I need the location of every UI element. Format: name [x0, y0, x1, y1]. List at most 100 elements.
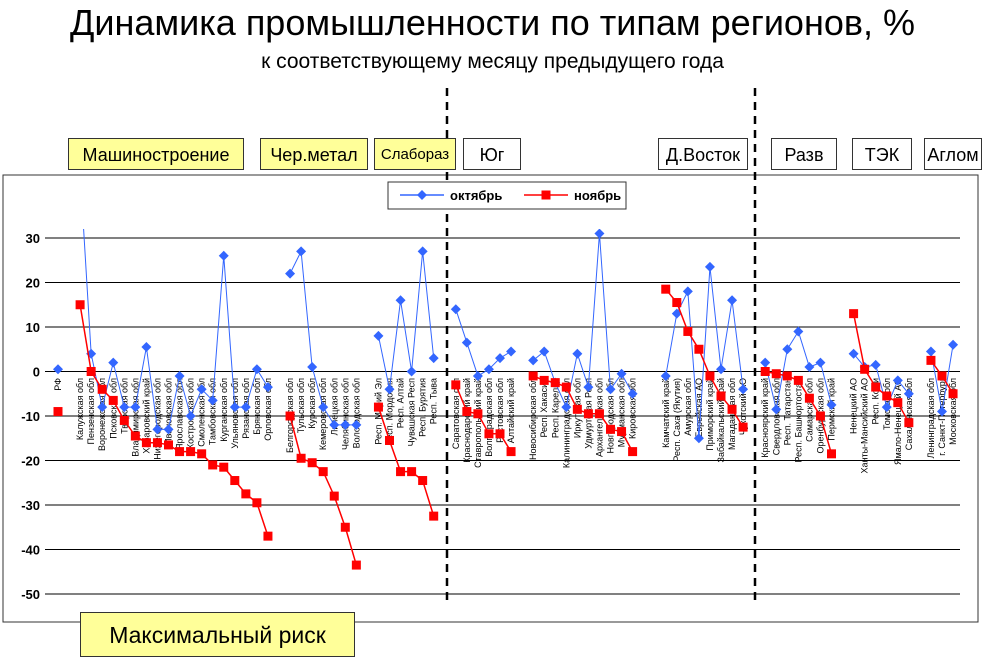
x-tick-label: Хабаровский край — [141, 378, 151, 454]
x-tick-label: Приморский край — [705, 378, 715, 451]
point — [826, 399, 837, 410]
point — [849, 309, 859, 319]
point — [484, 429, 494, 439]
x-tick-label: Саратовская обл — [451, 378, 461, 449]
point — [550, 378, 560, 388]
point — [804, 362, 815, 373]
y-tick-label: 10 — [26, 320, 40, 335]
point — [230, 476, 240, 486]
point — [329, 419, 340, 430]
point — [606, 424, 615, 434]
point — [351, 419, 362, 430]
point — [473, 409, 483, 419]
point — [904, 418, 914, 428]
point — [628, 447, 638, 457]
point — [108, 357, 119, 368]
group-label: Машиностроение — [68, 138, 244, 170]
point — [373, 330, 384, 341]
x-tick-label: Ярославская обл — [175, 378, 185, 450]
point — [925, 346, 936, 357]
x-tick-label: Ямало-Ненецкий АО — [893, 378, 903, 465]
x-tick-label: Респ. Алтай — [396, 378, 406, 428]
point — [152, 424, 163, 435]
point — [252, 498, 262, 508]
plot-frame — [2, 174, 979, 623]
point — [130, 402, 141, 413]
x-tick-label: Нижегородская обл — [152, 378, 162, 460]
point — [450, 304, 461, 315]
point — [108, 395, 118, 405]
point — [893, 398, 903, 408]
point — [208, 460, 218, 470]
point — [119, 415, 129, 425]
x-tick-label: Респ. Саха (Якутия) — [672, 378, 682, 462]
x-tick-label: Волгоградская обл — [484, 378, 494, 457]
x-tick-label: Смоленская обл — [197, 378, 207, 447]
group-label: Юг — [463, 138, 521, 170]
point — [793, 326, 804, 337]
x-tick-label: Сахалинская обл — [904, 378, 914, 450]
point — [462, 407, 472, 417]
point — [97, 402, 108, 413]
series-line — [377, 406, 435, 517]
x-tick-label: Краснодарский край — [462, 378, 472, 463]
point — [892, 375, 903, 386]
point — [782, 371, 792, 381]
point — [738, 422, 748, 432]
point — [86, 367, 96, 376]
point — [804, 393, 814, 403]
x-tick-label: Респ. Татарстан — [782, 378, 792, 445]
point — [307, 362, 318, 373]
group-label: Разв — [771, 138, 837, 170]
point — [860, 364, 870, 374]
x-tick-label: Свердловская обл — [771, 378, 781, 455]
point — [340, 522, 350, 532]
point — [771, 369, 781, 379]
point — [186, 447, 196, 457]
point — [263, 531, 273, 541]
point — [318, 402, 329, 413]
point — [539, 375, 549, 385]
point — [385, 435, 394, 445]
x-tick-label: Респ. Коми — [871, 378, 881, 424]
x-tick-label: Еврейская АО — [694, 378, 704, 438]
legend-label: октябрь — [450, 188, 502, 203]
point — [451, 380, 461, 390]
point — [660, 370, 671, 381]
point — [163, 424, 174, 435]
point — [605, 384, 616, 395]
point — [262, 382, 273, 393]
point — [572, 348, 583, 359]
point — [53, 364, 63, 375]
y-tick-label: 30 — [26, 231, 40, 246]
point — [285, 411, 295, 421]
point — [53, 407, 63, 417]
point — [948, 339, 959, 350]
point — [340, 419, 351, 430]
point — [727, 295, 738, 306]
y-tick-label: -50 — [21, 587, 40, 602]
point — [428, 353, 439, 364]
point — [296, 246, 307, 257]
point — [285, 268, 296, 279]
x-tick-label: Владимирская обл — [130, 378, 140, 457]
group-label: Д.Восток — [658, 138, 748, 170]
x-tick-label: Чукотский АО — [738, 378, 748, 435]
group-label: Слабораз — [374, 138, 456, 170]
point — [561, 402, 572, 413]
x-tick-label: Ленинградская обл — [926, 378, 936, 458]
x-tick-label: Забайкальский край — [716, 378, 726, 462]
point — [716, 391, 726, 401]
point — [207, 395, 218, 406]
risk-label: Максимальный риск — [80, 612, 355, 657]
group-label: Аглом — [924, 138, 982, 170]
point — [881, 402, 892, 413]
point — [196, 384, 207, 395]
point — [384, 384, 395, 395]
point — [185, 411, 196, 421]
x-tick-label: Кировская обл — [628, 378, 638, 439]
x-tick-label: Орловская обл — [263, 378, 273, 441]
x-tick-label: РФ — [53, 378, 63, 391]
y-tick-label: -10 — [21, 409, 40, 424]
y-tick-label: -20 — [21, 454, 40, 469]
